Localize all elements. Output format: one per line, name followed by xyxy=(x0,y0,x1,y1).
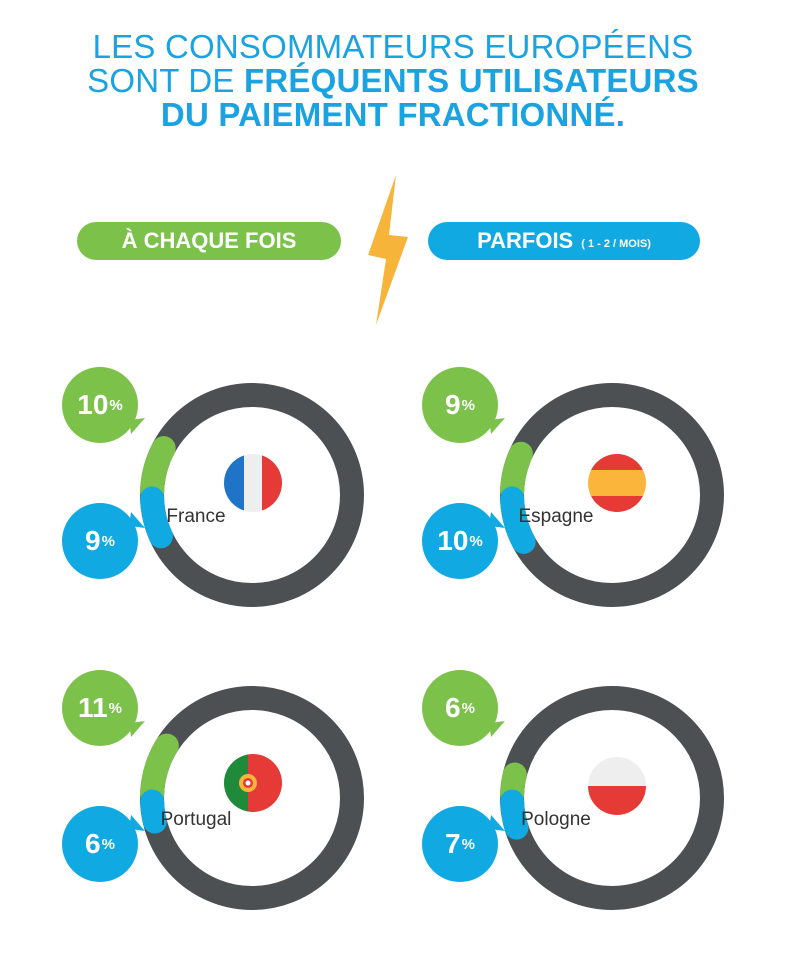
country-label-france: France xyxy=(166,506,226,527)
legend-sometimes-note: ( 1 - 2 / MOIS) xyxy=(581,238,651,250)
bubble-every-time-portugal: 11% xyxy=(62,670,147,746)
bubble-tail xyxy=(129,511,147,529)
pct-sign: % xyxy=(461,699,475,717)
title-line-3: DU PAIEMENT FRACTIONNÉ. xyxy=(0,98,786,132)
value-every-time-portugal: 11 xyxy=(78,692,108,723)
pct-sign: % xyxy=(469,532,483,550)
country-label-espagne: Espagne xyxy=(518,506,594,527)
pct-sign: % xyxy=(108,699,122,717)
arc-every-time-espagne xyxy=(500,441,533,504)
value-sometimes-france: 9 xyxy=(85,525,101,556)
donut-espagne xyxy=(500,383,724,607)
value-sometimes-portugal: 6 xyxy=(85,828,101,859)
bubble-sometimes-france: 9% xyxy=(62,503,147,579)
value-sometimes-espagne: 10 xyxy=(437,525,469,556)
arc-sometimes-france xyxy=(140,486,173,549)
legend-every-time: À CHAQUE FOIS xyxy=(77,222,341,260)
value-every-time-pologne: 6 xyxy=(445,692,461,723)
country-label-portugal: Portugal xyxy=(160,809,232,830)
title-line-2: SONT DE FRÉQUENTS UTILISATEURS xyxy=(0,64,786,98)
country-panel-france: France 10% 9% xyxy=(0,365,393,665)
poland-flag-icon xyxy=(588,757,646,815)
bubble-every-time-france: 10% xyxy=(62,367,147,443)
value-every-time-espagne: 9 xyxy=(445,389,461,420)
country-panel-espagne: Espagne 9% 10% xyxy=(360,365,753,665)
bubble-tail xyxy=(489,814,507,832)
arc-sometimes-espagne xyxy=(500,486,536,554)
bubble-sometimes-pologne: 7% xyxy=(422,806,507,882)
arc-every-time-portugal xyxy=(140,733,179,807)
bubble-tail xyxy=(129,720,147,738)
bubble-tail xyxy=(489,720,507,738)
pct-sign: % xyxy=(461,835,475,853)
bubble-sometimes-portugal: 6% xyxy=(62,806,147,882)
donut-france xyxy=(140,383,364,607)
title-line-3-bold: DU PAIEMENT FRACTIONNÉ. xyxy=(160,96,626,133)
bubble-sometimes-espagne: 10% xyxy=(422,503,507,579)
value-sometimes-pologne: 7 xyxy=(445,828,461,859)
lightning-bolt-icon xyxy=(368,175,408,325)
pct-sign: % xyxy=(461,396,475,414)
country-panel-pologne: Pologne 6% 7% xyxy=(360,668,753,968)
bubble-every-time-pologne: 6% xyxy=(422,670,507,746)
arc-sometimes-portugal xyxy=(140,789,167,834)
country-label-pologne: Pologne xyxy=(521,809,591,830)
pct-sign: % xyxy=(101,835,115,853)
legend-every-time-label: À CHAQUE FOIS xyxy=(121,228,297,253)
value-every-time-france: 10 xyxy=(77,389,109,420)
pct-sign: % xyxy=(109,396,123,414)
infographic-title: LES CONSOMMATEURS EUROPÉENS SONT DE FRÉQ… xyxy=(0,30,786,132)
pct-sign: % xyxy=(101,532,115,550)
bubble-every-time-espagne: 9% xyxy=(422,367,507,443)
legend-sometimes-label: PARFOIS xyxy=(477,228,574,253)
portugal-flag-icon xyxy=(224,754,282,812)
legend-sometimes: PARFOIS ( 1 - 2 / MOIS) xyxy=(428,222,700,260)
bubble-tail xyxy=(129,417,147,435)
bubble-tail xyxy=(489,417,507,435)
bubble-tail xyxy=(129,814,147,832)
spain-flag-icon xyxy=(588,454,646,512)
donut-portugal xyxy=(140,686,364,910)
donut-pologne xyxy=(500,686,724,910)
country-panel-portugal: Portugal 11% 6% xyxy=(0,668,393,968)
arc-sometimes-pologne xyxy=(500,789,529,840)
title-line-2-prefix: SONT DE xyxy=(87,62,245,99)
france-flag-icon xyxy=(224,454,282,512)
bubble-tail xyxy=(489,511,507,529)
title-line-1: LES CONSOMMATEURS EUROPÉENS xyxy=(92,28,694,65)
title-line-2-bold: FRÉQUENTS UTILISATEURS xyxy=(244,62,699,99)
arc-every-time-france xyxy=(140,436,176,504)
